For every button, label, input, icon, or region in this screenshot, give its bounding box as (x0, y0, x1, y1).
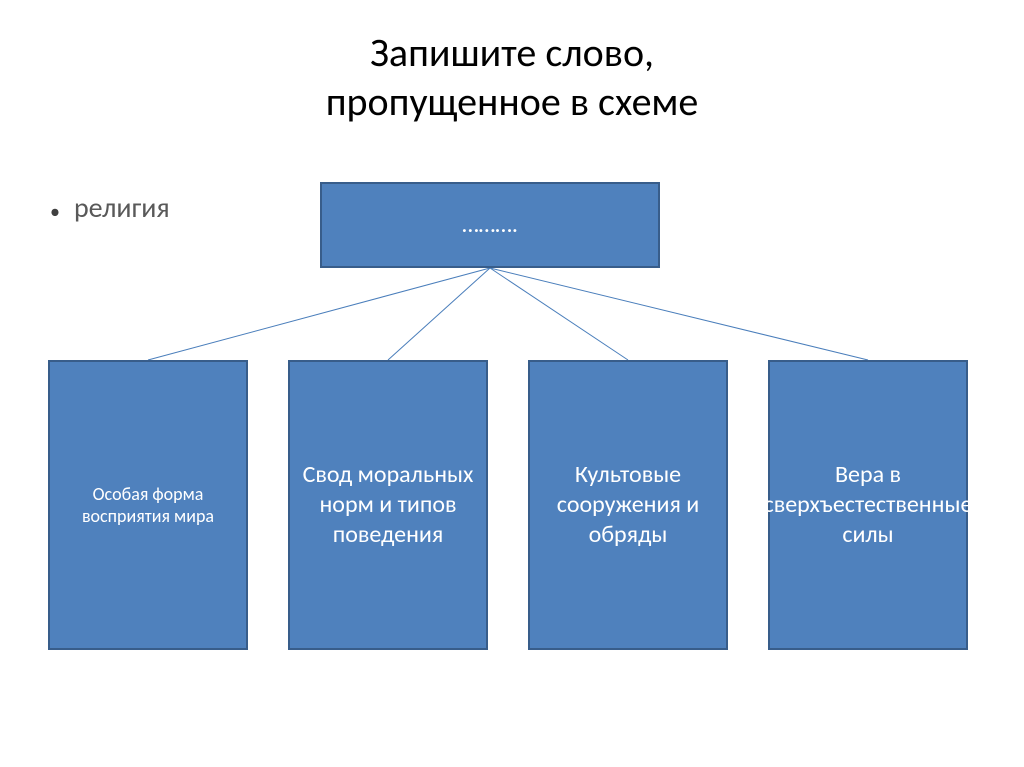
bullet-text: религия (74, 190, 170, 225)
child-box-label: Особая форма восприятия мира (58, 483, 238, 528)
bullet-dot-icon: • (50, 202, 60, 222)
slide: Запишите слово, пропущенное в схеме • ре… (0, 0, 1024, 767)
slide-title: Запишите слово, пропущенное в схеме (0, 28, 1024, 126)
child-box-label: Культовые сооружения и обряды (538, 460, 718, 550)
child-box-label: Свод моральных норм и типов поведения (298, 460, 478, 550)
child-box-0: Особая форма восприятия мира (48, 360, 248, 650)
child-box-3: Вера в сверхъестественные силы (768, 360, 968, 650)
root-box-label: ………. (462, 210, 518, 240)
child-box-2: Культовые сооружения и обряды (528, 360, 728, 650)
child-box-1: Свод моральных норм и типов поведения (288, 360, 488, 650)
child-box-label: Вера в сверхъестественные силы (764, 460, 973, 550)
bullet-item: • религия (50, 190, 170, 225)
title-line-2: пропущенное в схеме (0, 77, 1024, 126)
title-line-1: Запишите слово, (0, 28, 1024, 77)
root-box: ………. (320, 182, 660, 268)
